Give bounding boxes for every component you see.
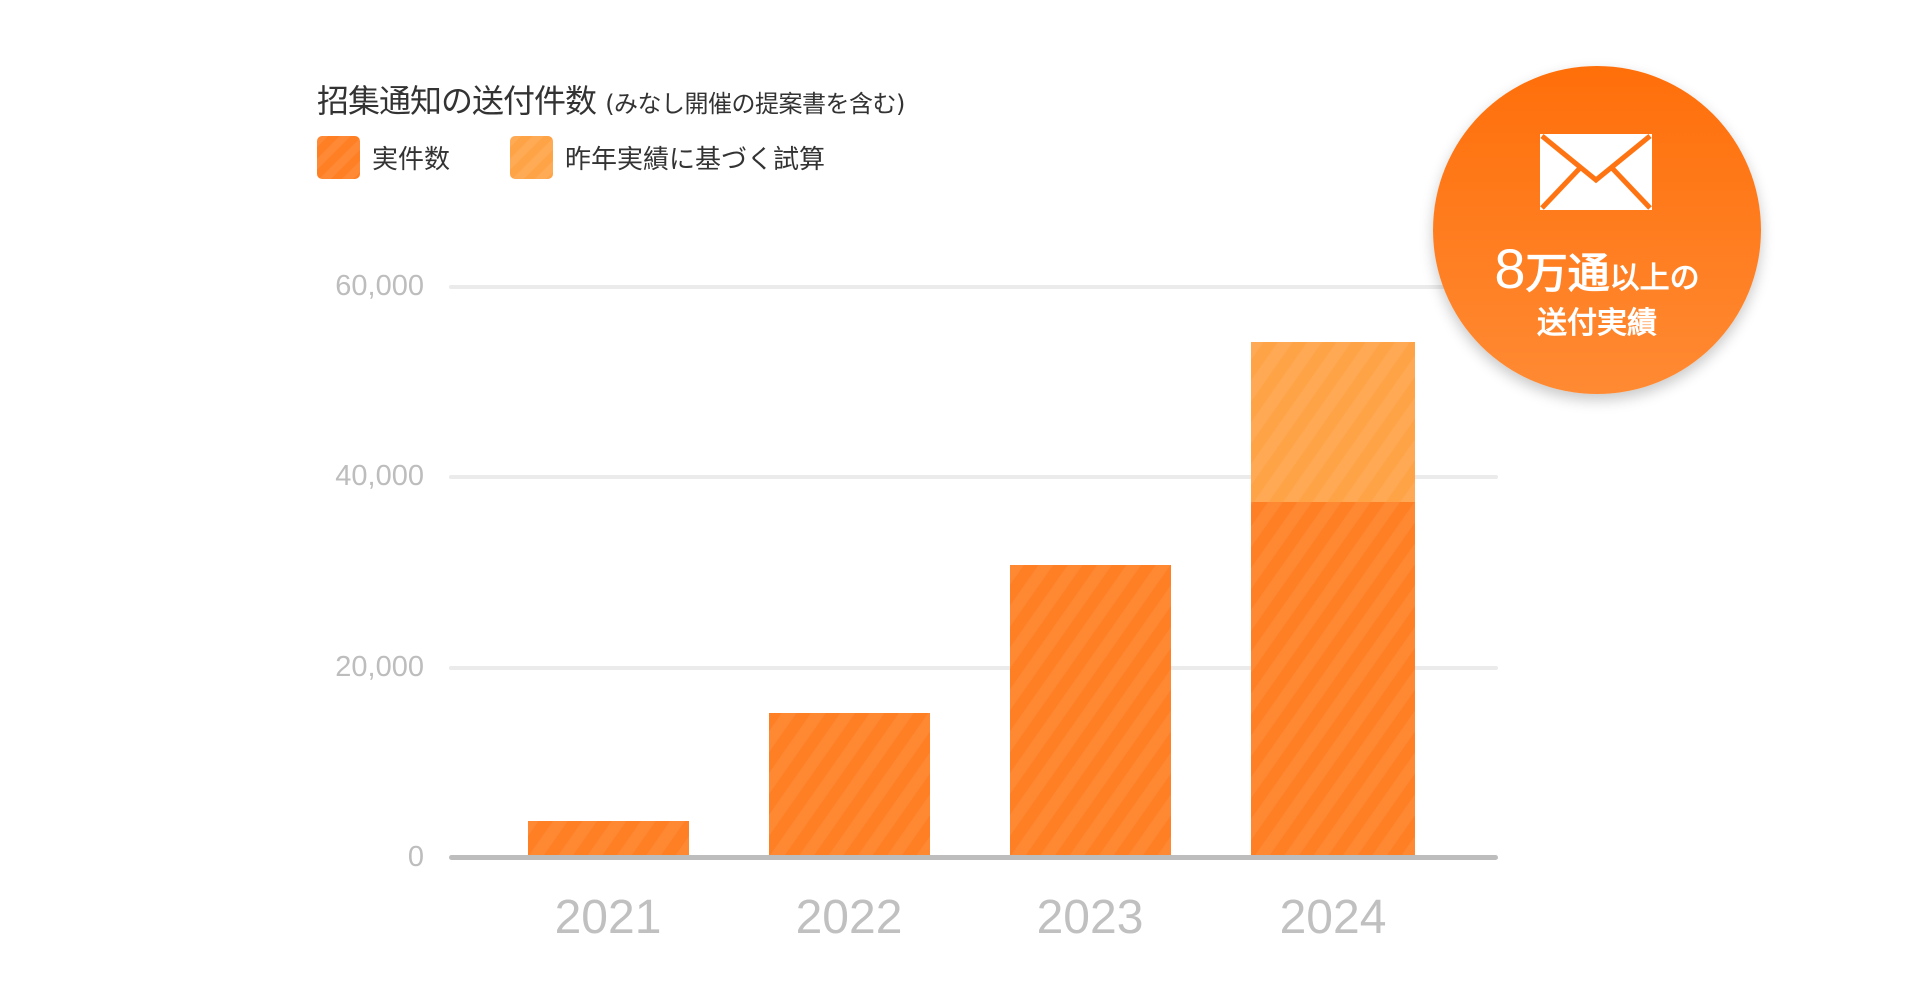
gridline-20000	[449, 666, 1498, 670]
bar-2021-actual	[528, 821, 689, 857]
y-tick-0: 0	[407, 841, 424, 873]
chart-title-main: 招集通知の送付件数	[317, 82, 597, 120]
legend-label-actual: 実件数	[372, 145, 451, 175]
legend-label-estimate: 昨年実績に基づく試算	[565, 145, 826, 175]
legend-item-estimate: 昨年実績に基づく試算	[510, 136, 825, 179]
y-tick-40000: 40,000	[335, 460, 424, 492]
x-tick-2022: 2022	[795, 891, 903, 944]
badge-headline: 8万通以上の	[1433, 236, 1761, 301]
achievement-badge: 8万通以上の 送付実績	[1433, 66, 1761, 394]
y-tick-20000: 20,000	[335, 651, 424, 683]
x-tick-2024: 2024	[1279, 891, 1387, 944]
bar-2024-stack	[1251, 342, 1415, 857]
x-tick-2021: 2021	[554, 891, 662, 944]
legend-swatch-estimate	[510, 136, 554, 179]
legend-item-actual: 実件数	[317, 136, 450, 179]
chart-legend: 実件数 昨年実績に基づく試算	[317, 136, 885, 179]
chart-title-sub: (みなし開催の提案書を含む)	[605, 90, 905, 118]
x-tick-2023: 2023	[1036, 891, 1144, 944]
bar-2023-actual	[1010, 565, 1171, 857]
badge-caption: 送付実績	[1537, 306, 1657, 341]
bar-2022-actual	[769, 713, 930, 857]
x-axis-baseline	[449, 855, 1498, 860]
chart-title: 招集通知の送付件数 (みなし開催の提案書を含む)	[317, 76, 905, 122]
bar-2024-estimate	[1251, 342, 1415, 502]
gridline-40000	[449, 475, 1498, 479]
legend-swatch-actual	[317, 136, 360, 179]
gridline-60000	[449, 285, 1498, 289]
badge-unit: 万通	[1525, 249, 1610, 298]
badge-suffix: 以上の	[1609, 261, 1700, 296]
envelope-icon	[1540, 134, 1652, 210]
bar-2024-actual	[1251, 502, 1415, 857]
y-tick-60000: 60,000	[335, 270, 424, 302]
badge-number: 8	[1494, 237, 1526, 300]
